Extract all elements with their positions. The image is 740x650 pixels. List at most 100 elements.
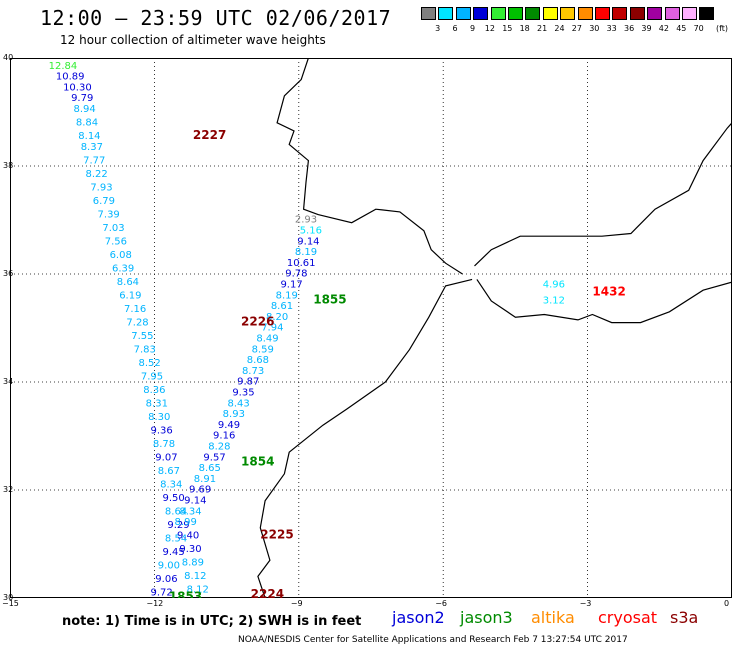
- wave-height-value: 8.19: [295, 247, 317, 258]
- wave-height-value: 9.29: [167, 520, 189, 531]
- wave-height-value: 6.39: [112, 263, 134, 274]
- wave-height-value: 7.77: [83, 155, 105, 166]
- scale-swatch: [560, 7, 576, 20]
- graticule: [10, 58, 732, 598]
- wave-height-value: 9.49: [218, 420, 240, 431]
- wave-height-value: 8.89: [182, 558, 204, 569]
- latitude-tick-label: 38: [3, 161, 14, 170]
- map-subtitle: 12 hour collection of altimeter wave hei…: [60, 33, 326, 47]
- wave-height-value: 7.03: [102, 223, 124, 234]
- scale-label: 9: [469, 24, 476, 33]
- map-title: 12:00 – 23:59 UTC 02/06/2017: [40, 6, 392, 30]
- wave-height-value: 8.59: [252, 344, 274, 355]
- scale-label: 21: [537, 24, 548, 33]
- scale-swatch: [508, 7, 523, 20]
- wave-height-value: 7.28: [126, 317, 148, 328]
- track-time-label: 1853: [169, 590, 202, 598]
- longitude-tick-label: −15: [2, 599, 19, 608]
- wave-height-value: 8.64: [165, 506, 187, 517]
- wave-height-value: 5.16: [300, 226, 322, 237]
- scale-label: 12: [484, 24, 495, 33]
- scale-label: 42: [658, 24, 669, 33]
- longitude-tick-label: −3: [579, 599, 592, 608]
- track-time-label: 2226: [241, 314, 274, 328]
- wave-height-value: 8.31: [146, 398, 168, 409]
- latitude-tick-label: 34: [3, 377, 14, 386]
- wave-height-value: 10.61: [287, 258, 316, 269]
- scale-swatch: [577, 7, 593, 20]
- wave-height-value: 10.30: [63, 82, 92, 93]
- scale-swatch: [612, 7, 628, 20]
- latitude-tick-label: 32: [3, 485, 14, 494]
- scale-label: 27: [571, 24, 582, 33]
- wave-height-value: 7.93: [90, 182, 112, 193]
- wave-height-value: 8.91: [194, 474, 216, 485]
- wave-height-value: 7.94: [261, 323, 283, 334]
- wave-height-value: 9.00: [158, 560, 180, 571]
- scale-swatch: [664, 7, 680, 20]
- wave-height-value: 7.16: [124, 304, 146, 315]
- wave-height-value: 8.84: [76, 118, 98, 129]
- wave-height-value: 8.43: [228, 398, 250, 409]
- wave-height-value: 9.36: [150, 425, 172, 436]
- scale-label: 18: [519, 24, 530, 33]
- wave-height-value: 7.39: [98, 209, 120, 220]
- wave-height-value: 8.37: [81, 142, 103, 153]
- credit-line: NOAA/NESDIS Center for Satellite Applica…: [238, 635, 628, 645]
- wave-height-value: 9.35: [232, 388, 254, 399]
- wave-height-value: 8.12: [187, 585, 209, 596]
- wave-height-value: 8.22: [86, 169, 108, 180]
- track-time-label: 1854: [241, 455, 274, 469]
- wave-height-value: 8.94: [73, 104, 95, 115]
- wave-height-value: 8.65: [199, 463, 221, 474]
- wave-height-value: 8.20: [266, 312, 288, 323]
- scale-label: 3: [435, 24, 441, 33]
- coast-iberia: [276, 58, 463, 275]
- scale-swatch: [699, 7, 715, 20]
- wave-height-value: 8.14: [78, 131, 100, 142]
- scale-label: 39: [641, 24, 652, 33]
- wave-height-value: 7.95: [141, 371, 163, 382]
- longitude-tick-label: −6: [435, 599, 447, 608]
- wave-height-value: 7.55: [131, 331, 153, 342]
- wave-height-value: 12.84: [49, 61, 78, 72]
- track-time-labels: 2227 2226 2225 2224 1855 1854 1853 1432: [169, 128, 626, 598]
- track-time-label: 2224: [251, 587, 284, 598]
- wave-height-value: 10.89: [56, 72, 85, 83]
- satellite-legend-item: jason2: [392, 608, 445, 627]
- wave-height-value: 9.79: [71, 93, 93, 104]
- wave-height-value: 9.87: [237, 377, 259, 388]
- wave-height-value: 8.78: [153, 439, 175, 450]
- scale-label: 6: [452, 24, 458, 33]
- scale-swatch: [595, 7, 610, 20]
- scale-label: 30: [589, 24, 600, 33]
- wave-height-value: 9.72: [150, 587, 172, 598]
- wave-height-value: 8.36: [143, 385, 165, 396]
- wave-height-value: 8.67: [158, 466, 180, 477]
- track-time-label: 2225: [260, 528, 293, 542]
- track-time-label: 1855: [313, 293, 346, 307]
- map-frame: [10, 58, 732, 598]
- wave-height-value: 8.61: [271, 301, 293, 312]
- wave-height-value: 7.83: [134, 344, 156, 355]
- wave-height-value: 8.68: [247, 355, 269, 366]
- wave-height-value: 9.45: [163, 547, 185, 558]
- coast-iberia-med: [474, 122, 732, 267]
- wave-height-value: 9.69: [189, 485, 211, 496]
- wave-height-value: 8.28: [208, 442, 230, 453]
- latitude-tick-label: 30: [3, 593, 14, 602]
- wave-height-value: 9.78: [285, 269, 307, 280]
- track-time-label: 1432: [592, 285, 625, 299]
- wave-height-value: 7.56: [105, 236, 127, 247]
- wave-height-value: 8.34: [160, 479, 182, 490]
- wave-height-value: 9.16: [213, 431, 235, 442]
- wave-height-value: 8.30: [148, 412, 170, 423]
- satellite-legend-item: jason3: [460, 608, 513, 627]
- wave-height-value: 2.93: [295, 215, 317, 226]
- track-time-label: 2227: [193, 128, 226, 142]
- coastline: [257, 58, 732, 598]
- scale-swatch: [421, 7, 436, 20]
- wave-height-value: 9.40: [177, 531, 199, 542]
